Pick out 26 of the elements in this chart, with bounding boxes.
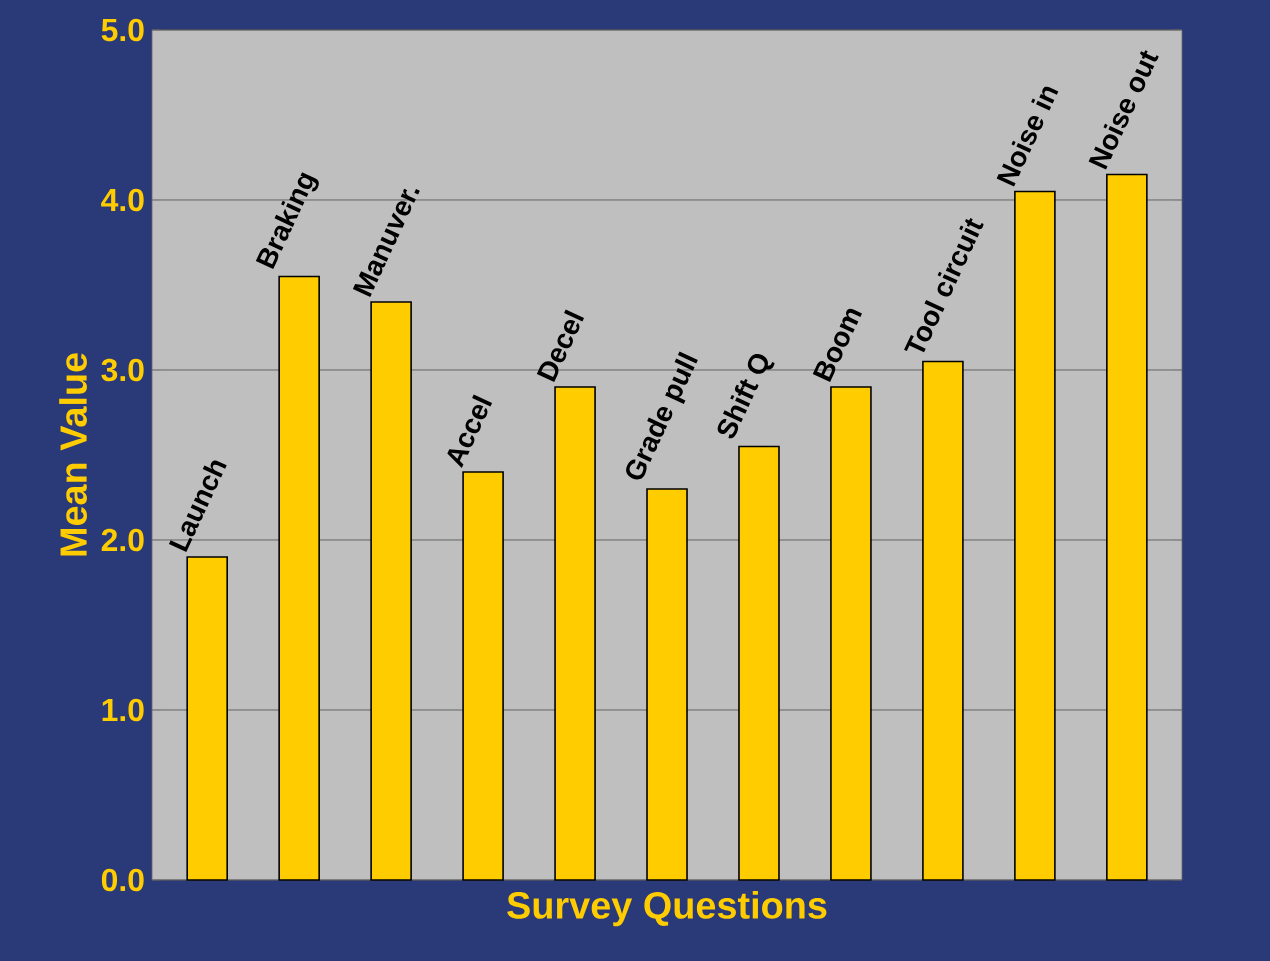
bar bbox=[738, 445, 780, 881]
y-tick-label: 0.0 bbox=[101, 868, 144, 892]
x-tick-label: Accel bbox=[447, 394, 493, 469]
x-tick-label: Tool circuit bbox=[904, 218, 984, 353]
bar bbox=[1106, 173, 1148, 881]
bar bbox=[186, 556, 228, 881]
bar bbox=[830, 386, 872, 881]
bar bbox=[554, 386, 596, 881]
x-tick-label: Shift Q bbox=[717, 353, 775, 439]
y-tick-label: 3.0 bbox=[101, 358, 144, 382]
x-tick-label: Noise in bbox=[996, 86, 1059, 187]
y-tick-label: 2.0 bbox=[101, 528, 144, 552]
bar bbox=[462, 471, 504, 881]
y-tick-label: 4.0 bbox=[101, 188, 144, 212]
x-axis-title: Survey Questions bbox=[507, 891, 827, 927]
y-tick-label: 5.0 bbox=[101, 18, 144, 42]
x-tick-label: Decel bbox=[536, 309, 585, 382]
bar bbox=[370, 301, 412, 881]
x-tick-label: Noise out bbox=[1088, 50, 1159, 170]
y-tick-label: 1.0 bbox=[102, 698, 144, 722]
y-axis-title: Mean Value bbox=[59, 353, 87, 556]
bar bbox=[922, 360, 964, 881]
x-tick-label: Grade pull bbox=[626, 351, 698, 480]
bar bbox=[278, 275, 320, 881]
bar bbox=[646, 488, 688, 881]
bar bbox=[1014, 190, 1056, 881]
